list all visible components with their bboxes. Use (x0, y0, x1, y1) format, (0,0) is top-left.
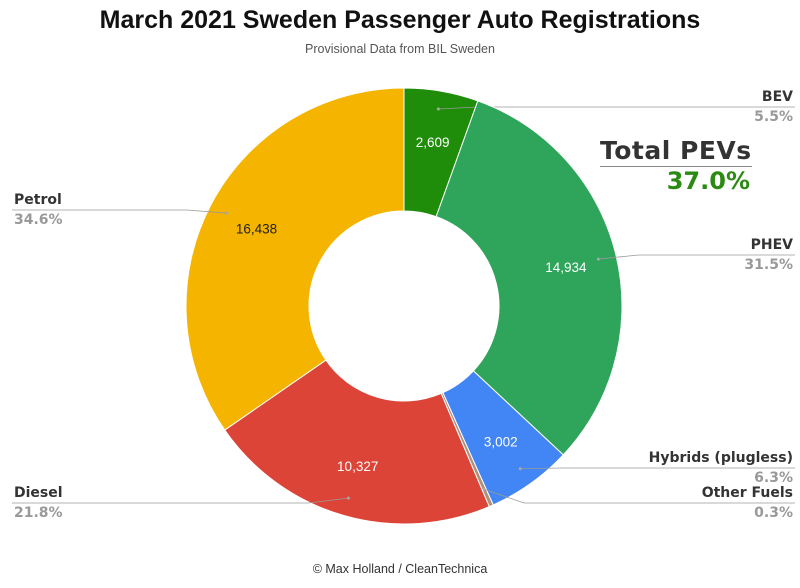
leader-line (12, 497, 349, 504)
leader-line (12, 209, 227, 214)
credit-footer: © Max Holland / CleanTechnica (312, 562, 488, 576)
chart-title: March 2021 Sweden Passenger Auto Registr… (99, 6, 701, 34)
slice-name-label: Other Fuels (702, 485, 793, 501)
leader-line (598, 254, 795, 260)
chart-subtitle: Provisional Data from BIL Sweden (305, 42, 495, 56)
total-pev-callout: Total PEVs 37.0% (600, 136, 760, 195)
slice-name-label: Diesel (14, 485, 63, 501)
slice-value-label: 10,327 (337, 459, 378, 474)
slice-name-label: Petrol (14, 192, 62, 208)
slice-name-label: BEV (762, 89, 793, 105)
slice-name-label: Hybrids (plugless) (649, 450, 793, 466)
slice-percent-label: 6.3% (754, 470, 793, 486)
total-pev-label: Total PEVs (600, 136, 752, 167)
leader-line (520, 467, 795, 470)
slice-percent-label: 31.5% (744, 257, 793, 273)
slice-petrol (185, 87, 405, 431)
slice-percent-label: 0.3% (754, 505, 793, 521)
slice-value-label: 16,438 (236, 222, 277, 237)
slice-name-label: PHEV (751, 237, 794, 253)
slice-percent-label: 5.5% (754, 109, 793, 125)
total-pev-value: 37.0% (666, 167, 750, 195)
slice-value-label: 14,934 (545, 260, 587, 275)
slice-percent-label: 21.8% (14, 505, 63, 521)
slice-percent-label: 34.6% (14, 212, 63, 228)
slice-phev (435, 100, 623, 456)
slice-value-label: 2,609 (416, 135, 450, 150)
slice-diesel (224, 359, 490, 525)
leader-line (483, 488, 795, 504)
slice-value-label: 3,002 (484, 434, 518, 449)
